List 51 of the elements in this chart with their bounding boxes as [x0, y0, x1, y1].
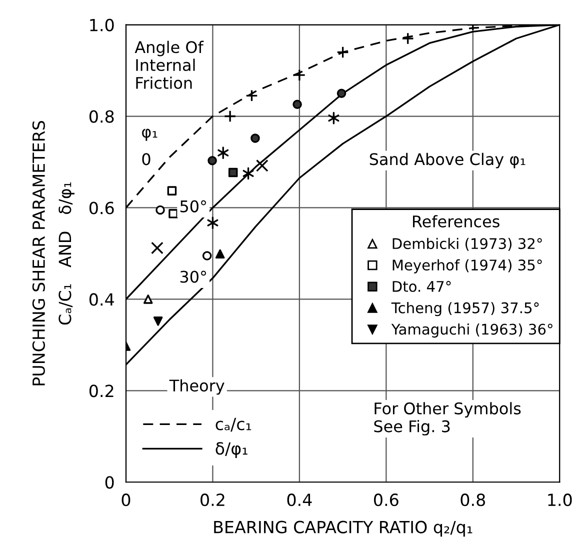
point: [151, 242, 164, 254]
point: [168, 209, 178, 218]
legend-label: Tcheng (1957) 37.5°: [391, 302, 539, 316]
point: [167, 186, 177, 196]
point: [336, 46, 350, 58]
y-tick-label: 0: [105, 476, 114, 489]
point: [202, 251, 212, 260]
legend-label: Meyerhof (1974) 35°: [392, 259, 542, 274]
annotation: 30°: [180, 270, 206, 283]
x-tick-label: 0.8: [460, 494, 486, 506]
point: [246, 89, 258, 102]
point: [336, 88, 346, 98]
y-tick-label: 0.2: [89, 384, 114, 398]
x-tick-label: 0: [122, 494, 130, 506]
legend-title: References: [413, 215, 500, 228]
point: [292, 100, 302, 110]
annotation: Theory: [169, 379, 224, 395]
annotation: Angle Of Internal Friction: [134, 40, 204, 89]
point: [207, 216, 218, 230]
y-axis-title: PUNCHING SHEAR PARAMETERS Cₐ/C₁ AND δ/φ₁: [32, 120, 74, 386]
point: [242, 167, 254, 180]
legend-label: Yamaguchi (1963) 36°: [391, 323, 552, 338]
x-tick-label: 0.2: [200, 494, 224, 506]
point: [256, 159, 268, 172]
point: [218, 146, 229, 160]
point: [402, 32, 414, 45]
annotation: φ₁: [142, 128, 158, 141]
annotation: For Other Symbols See Fig. 3: [374, 402, 521, 436]
point: [224, 110, 236, 122]
y-tick-label: 0.6: [89, 202, 114, 214]
y-tick-label: 1.0: [90, 18, 114, 32]
point: [228, 168, 238, 178]
legend-label: cₐ/c₁: [216, 418, 252, 432]
point: [156, 205, 165, 215]
legend-label: Dembicki (1973) 32°: [392, 238, 542, 251]
legend-label: Dto. 47°: [392, 280, 451, 292]
x-tick-label: 1.0: [548, 494, 572, 506]
annotation: Sand Above Clay φ₁: [370, 152, 526, 168]
annotation: 50°: [180, 200, 206, 212]
y-tick-label: 0.8: [89, 110, 114, 123]
x-tick-label: 0.4: [287, 494, 312, 506]
point: [153, 316, 163, 326]
annotation: 0: [142, 153, 150, 166]
point: [328, 112, 340, 124]
legend-label: δ/φ₁: [216, 442, 248, 458]
point: [208, 156, 217, 166]
point: [250, 134, 260, 143]
x-axis-title: BEARING CAPACITY RATIO q₂/q₁: [214, 520, 472, 537]
point: [143, 294, 153, 304]
y-tick-label: 0.4: [89, 293, 114, 306]
x-tick-label: 0.6: [374, 494, 398, 506]
